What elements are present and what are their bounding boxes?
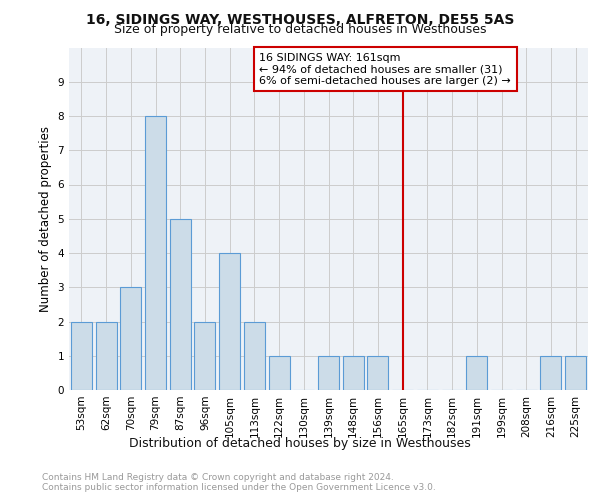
Bar	[95, 322, 116, 390]
Bar	[219, 253, 240, 390]
Bar	[269, 356, 290, 390]
Bar	[367, 356, 388, 390]
Text: 16, SIDINGS WAY, WESTHOUSES, ALFRETON, DE55 5AS: 16, SIDINGS WAY, WESTHOUSES, ALFRETON, D…	[86, 12, 514, 26]
Y-axis label: Number of detached properties: Number of detached properties	[39, 126, 52, 312]
Text: Contains HM Land Registry data © Crown copyright and database right 2024.
Contai: Contains HM Land Registry data © Crown c…	[42, 472, 436, 492]
Bar	[120, 287, 141, 390]
Bar	[466, 356, 487, 390]
Bar	[194, 322, 215, 390]
Bar	[170, 219, 191, 390]
Text: 16 SIDINGS WAY: 161sqm
← 94% of detached houses are smaller (31)
6% of semi-deta: 16 SIDINGS WAY: 161sqm ← 94% of detached…	[259, 52, 511, 86]
Text: Distribution of detached houses by size in Westhouses: Distribution of detached houses by size …	[129, 438, 471, 450]
Text: Size of property relative to detached houses in Westhouses: Size of property relative to detached ho…	[114, 24, 486, 36]
Bar	[145, 116, 166, 390]
Bar	[541, 356, 562, 390]
Bar	[318, 356, 339, 390]
Bar	[71, 322, 92, 390]
Bar	[244, 322, 265, 390]
Bar	[565, 356, 586, 390]
Bar	[343, 356, 364, 390]
